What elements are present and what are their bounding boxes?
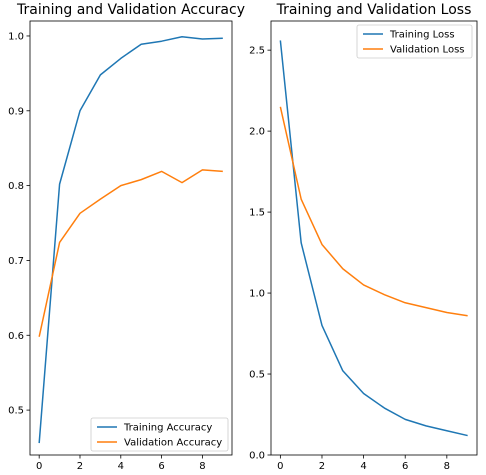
accuracy-x-tick-label: 2 [77, 461, 83, 472]
loss-series-line-training-loss [279, 40, 468, 437]
accuracy-x-tick-label: 0 [36, 461, 42, 472]
loss-chart-title: Training and Validation Loss [276, 2, 472, 18]
accuracy-legend: Training Accuracy Validation Accuracy [90, 417, 229, 452]
loss-y-tick-label: 2.0 [249, 127, 265, 138]
loss-y-tick-label: 0.0 [249, 451, 265, 462]
loss-y-tick-label: 0.5 [249, 370, 265, 381]
loss-y-tick-label: 2.5 [249, 46, 265, 57]
accuracy-y-tick-label: 0.9 [8, 106, 24, 117]
loss-chart: Training and Validation Loss 0 2 4 6 8 0.0 0.5 1… [249, 2, 478, 472]
accuracy-chart-title: Training and Validation Accuracy [16, 2, 245, 18]
accuracy-legend-label: Training Accuracy [123, 423, 212, 434]
loss-x-tick-label: 2 [319, 461, 325, 472]
accuracy-axes-frame [29, 20, 233, 456]
accuracy-y-tick-label: 0.5 [8, 406, 24, 417]
loss-y-tick-label: 1.5 [249, 208, 265, 219]
accuracy-y-tick-label: 1.0 [8, 31, 24, 42]
accuracy-y-tick-label: 0.8 [8, 181, 24, 192]
loss-legend-label: Training Loss [389, 30, 455, 41]
accuracy-series-line-training-accuracy [38, 35, 223, 444]
loss-x-tick-label: 8 [444, 461, 450, 472]
loss-series-line-validation-loss [279, 106, 468, 317]
accuracy-x-tick-label: 6 [158, 461, 164, 472]
accuracy-x-tick-label: 8 [199, 461, 205, 472]
loss-x-tick-label: 0 [277, 461, 283, 472]
loss-axes-frame [270, 20, 478, 456]
accuracy-series-line-validation-accuracy [38, 169, 223, 337]
loss-y-tick-label: 1.0 [249, 289, 265, 300]
loss-x-tick-label: 4 [360, 461, 366, 472]
loss-legend-box [356, 24, 473, 59]
accuracy-legend-label: Validation Accuracy [124, 438, 222, 449]
accuracy-chart: Training and Validation Accuracy 0 2 4 6 8 0.5… [8, 2, 245, 472]
accuracy-legend-box [90, 417, 229, 452]
accuracy-x-tick-label: 4 [118, 461, 124, 472]
loss-legend-label: Validation Loss [390, 45, 465, 56]
loss-x-tick-label: 6 [402, 461, 408, 472]
accuracy-y-tick-label: 0.6 [8, 331, 24, 342]
loss-legend: Training Loss Validation Loss [356, 24, 473, 59]
accuracy-y-tick-label: 0.7 [8, 256, 24, 267]
